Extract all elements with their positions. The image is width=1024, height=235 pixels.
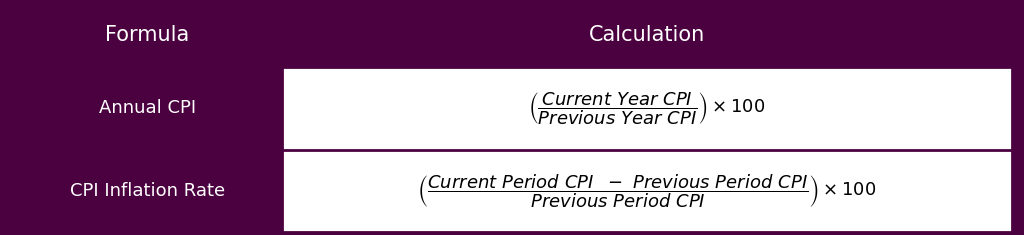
- FancyBboxPatch shape: [12, 3, 1012, 67]
- FancyBboxPatch shape: [12, 150, 283, 232]
- FancyBboxPatch shape: [283, 67, 1012, 150]
- Text: $\left(\dfrac{\mathit{Current\ Period\ CPI}\ \ -\ \mathit{Previous\ Period\ CPI}: $\left(\dfrac{\mathit{Current\ Period\ C…: [418, 172, 877, 210]
- Text: Formula: Formula: [105, 25, 189, 45]
- FancyBboxPatch shape: [283, 150, 1012, 232]
- Text: Annual CPI: Annual CPI: [98, 99, 196, 117]
- Text: CPI Inflation Rate: CPI Inflation Rate: [70, 182, 225, 200]
- Text: $\left(\dfrac{\mathit{Current\ Year\ CPI}}{\mathit{Previous\ Year\ CPI}}\right) : $\left(\dfrac{\mathit{Current\ Year\ CPI…: [528, 90, 766, 127]
- FancyBboxPatch shape: [12, 67, 283, 150]
- Text: Calculation: Calculation: [589, 25, 706, 45]
